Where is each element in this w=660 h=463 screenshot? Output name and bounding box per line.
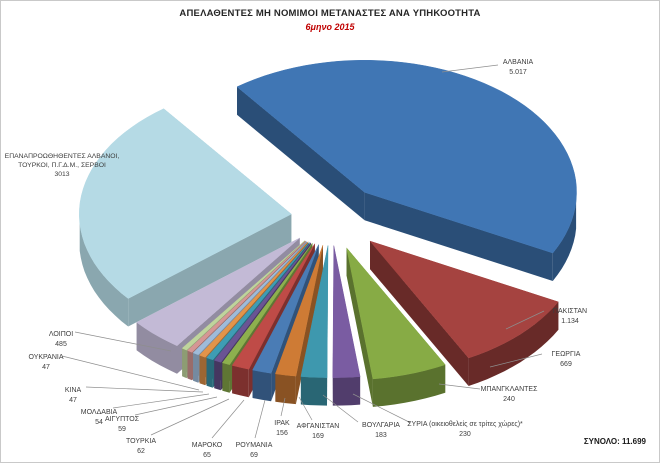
pie-slice xyxy=(79,108,292,299)
pie-slice-rim xyxy=(372,364,446,407)
pie-slice xyxy=(213,242,311,363)
label-leader-line xyxy=(74,331,172,352)
label-leader-line xyxy=(505,310,545,330)
pie-slice-rim xyxy=(214,360,221,391)
pie-slice xyxy=(275,245,324,377)
chart-subtitle: 6μηνο 2015 xyxy=(305,22,355,32)
pie-slice xyxy=(192,241,308,356)
pie-slice-rim xyxy=(468,301,559,386)
label-leader-line xyxy=(134,396,218,416)
pie-slice xyxy=(206,242,310,361)
label-leader-line xyxy=(352,393,412,424)
pie-slice-side xyxy=(364,192,553,281)
pie-slice xyxy=(136,237,300,346)
total-label: ΣΥΝΟΛΟ: 11.699 xyxy=(583,437,646,446)
label-leader-line xyxy=(438,383,481,390)
label-leader-line xyxy=(61,355,200,391)
pie-slice xyxy=(221,243,313,365)
label-leader-line xyxy=(298,396,313,421)
pie-slice xyxy=(181,240,306,351)
pie-slice-rim xyxy=(232,365,249,398)
pie-slice xyxy=(252,244,319,374)
pie-slice xyxy=(369,240,559,359)
label-leader-line xyxy=(211,399,245,439)
pie-slice xyxy=(236,60,577,254)
pie-slice-side xyxy=(128,214,292,327)
pie-slice-side xyxy=(237,86,365,221)
pie-slice-rim xyxy=(187,350,192,381)
pie-slice xyxy=(300,245,329,378)
pie-slice-rim xyxy=(199,355,206,386)
label-leader-line xyxy=(280,397,286,417)
pie-slice xyxy=(187,240,306,353)
label-leader-line xyxy=(441,64,499,73)
label-leader-line xyxy=(112,393,210,409)
pie-slice-side xyxy=(346,247,373,407)
pie-slice-rim xyxy=(79,222,129,327)
label-leader-line xyxy=(489,353,543,368)
pie-slice xyxy=(346,247,446,380)
chart-title: ΑΠΕΛΑΘΕΝΤΕΣ ΜΗ ΝΟΜΙΜΟΙ ΜΕΤΑΝΑΣΤΕΣ ΑΝΑ ΥΠ… xyxy=(179,8,481,19)
pie-slice-rim xyxy=(252,370,272,402)
pie-slice xyxy=(199,241,309,358)
pie-slice xyxy=(231,243,316,370)
pie-slice-rim xyxy=(193,352,199,383)
pie-slice-rim xyxy=(552,200,577,281)
label-leader-line xyxy=(322,394,359,423)
pie-slice-rim xyxy=(182,348,187,379)
pie-slice-rim xyxy=(222,362,230,393)
pie-slice-rim xyxy=(206,357,213,388)
label-leader-line xyxy=(254,399,266,439)
pie-slice-rim xyxy=(300,376,327,406)
pie-slice-rim xyxy=(275,373,296,405)
pie-slice-rim xyxy=(332,376,361,406)
pie-slice-side xyxy=(370,241,469,386)
label-leader-line xyxy=(85,386,204,393)
pie-slice xyxy=(332,245,361,378)
label-leader-line xyxy=(150,398,230,436)
